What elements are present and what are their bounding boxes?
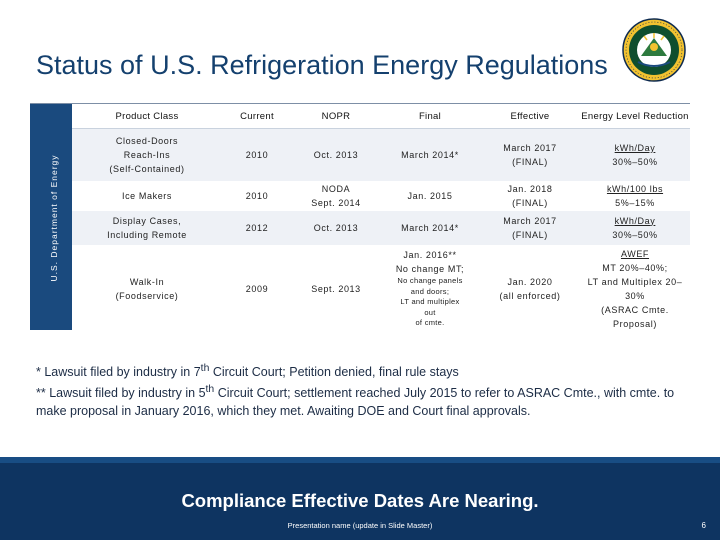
page-number: 6 xyxy=(701,521,706,530)
footer-accent-band xyxy=(0,457,720,463)
table-row: Closed-Doors Reach-Ins (Self-Contained) … xyxy=(72,128,690,181)
cell-product: Ice Makers xyxy=(72,180,222,211)
footnote-2: ** Lawsuit filed by industry in 5th Circ… xyxy=(36,384,675,419)
sidebar-band xyxy=(30,104,72,330)
footnote-1: * Lawsuit filed by industry in 7th Circu… xyxy=(36,363,459,380)
header-nopr: NOPR xyxy=(292,104,380,129)
title-divider xyxy=(30,103,690,104)
cell-product: Display Cases, Including Remote xyxy=(72,210,222,245)
header-product-class: Product Class xyxy=(72,104,222,129)
doe-seal-icon xyxy=(622,18,686,82)
header-energy-reduction: Energy Level Reduction xyxy=(580,104,690,129)
table-header-row: Product Class Current NOPR Final Effecti… xyxy=(72,104,690,129)
cell-nopr: Oct. 2013 xyxy=(292,128,380,181)
presentation-name: Presentation name (update in Slide Maste… xyxy=(287,521,433,530)
cell-current: 2010 xyxy=(222,128,292,181)
header-current: Current xyxy=(222,104,292,129)
cell-product: Walk-In (Foodservice) xyxy=(72,244,222,333)
cell-effective: March 2017 (FINAL) xyxy=(480,210,580,245)
cell-final: March 2014* xyxy=(380,210,480,245)
cell-nopr: NODA Sept. 2014 xyxy=(292,180,380,211)
cell-final: March 2014* xyxy=(380,128,480,181)
cell-final: Jan. 2015 xyxy=(380,180,480,211)
cell-effective: Jan. 2018 (FINAL) xyxy=(480,180,580,211)
cell-effective: Jan. 2020 (all enforced) xyxy=(480,244,580,333)
cell-reduction: AWEF MT 20%–40%; LT and Multiplex 20–30%… xyxy=(580,244,690,333)
cell-nopr: Oct. 2013 xyxy=(292,210,380,245)
cell-reduction: kWh/100 lbs 5%–15% xyxy=(580,180,690,211)
cell-nopr: Sept. 2013 xyxy=(292,244,380,333)
footer-bar: Compliance Effective Dates Are Nearing. … xyxy=(0,457,720,540)
table-row: Walk-In (Foodservice) 2009 Sept. 2013 Ja… xyxy=(72,244,690,333)
cell-reduction: kWh/Day 30%–50% xyxy=(580,210,690,245)
footnotes: * Lawsuit filed by industry in 7th Circu… xyxy=(36,360,696,420)
table-row: Ice Makers 2010 NODA Sept. 2014 Jan. 201… xyxy=(72,180,690,211)
sidebar-label: U.S. Department of Energy xyxy=(49,154,59,282)
table-row: Display Cases, Including Remote 2012 Oct… xyxy=(72,210,690,245)
cell-effective: March 2017 (FINAL) xyxy=(480,128,580,181)
cell-current: 2012 xyxy=(222,210,292,245)
footer-message: Compliance Effective Dates Are Nearing. xyxy=(181,490,539,511)
regulations-table: Product Class Current NOPR Final Effecti… xyxy=(72,104,690,333)
cell-current: 2009 xyxy=(222,244,292,333)
cell-reduction: kWh/Day 30%–50% xyxy=(580,128,690,181)
header-effective: Effective xyxy=(480,104,580,129)
slide-title: Status of U.S. Refrigeration Energy Regu… xyxy=(36,50,608,80)
cell-product: Closed-Doors Reach-Ins (Self-Contained) xyxy=(72,128,222,181)
cell-final: Jan. 2016** No change MT; No change pane… xyxy=(380,244,480,333)
cell-current: 2010 xyxy=(222,180,292,211)
header-final: Final xyxy=(380,104,480,129)
